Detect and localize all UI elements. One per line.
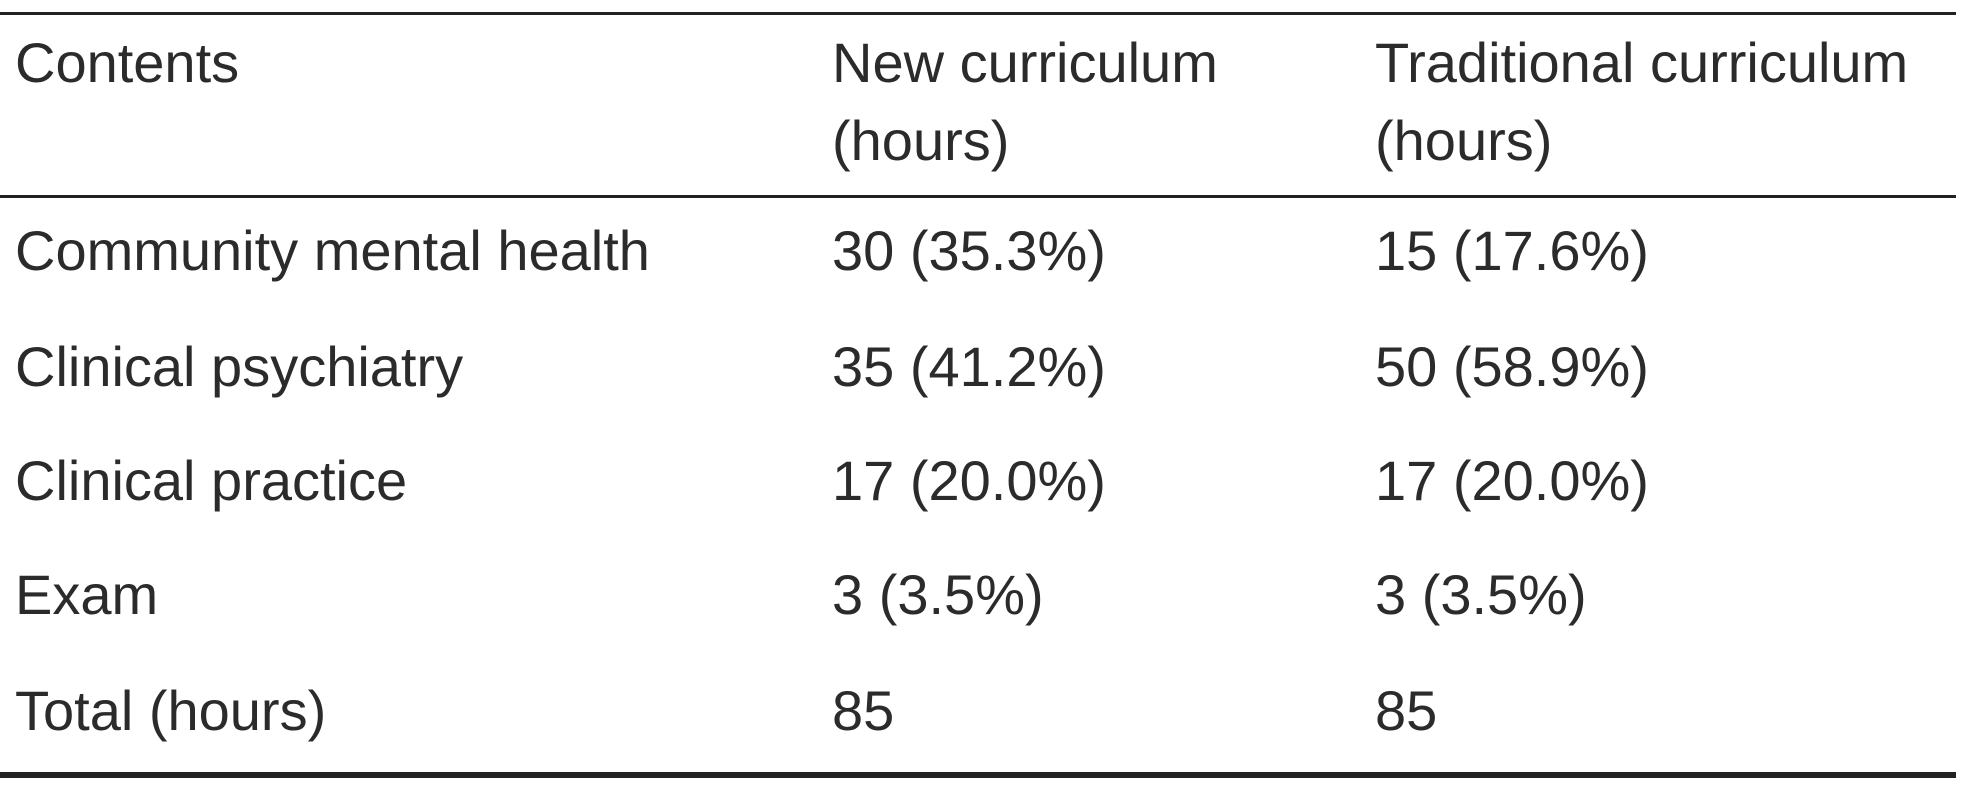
header-cell: (hours)	[1375, 109, 1553, 172]
table-cell: 3 (3.5%)	[832, 563, 1044, 626]
table-cell: 17 (20.0%)	[832, 449, 1106, 512]
header-cell: Contents	[15, 31, 240, 94]
header-cell: (hours)	[832, 109, 1010, 172]
table-cell: 50 (58.9%)	[1375, 335, 1649, 398]
header-cell: New curriculum	[832, 31, 1218, 94]
row-label: Clinical psychiatry	[15, 335, 464, 398]
header-rule	[0, 195, 1956, 198]
header-cell: Traditional curriculum	[1375, 31, 1909, 94]
row-label: Clinical practice	[15, 449, 408, 512]
table-cell: 85	[1375, 679, 1438, 742]
row-label: Community mental health	[15, 219, 650, 282]
row-label: Exam	[15, 563, 159, 626]
top-rule	[0, 12, 1956, 15]
table-cell: 85	[832, 679, 895, 742]
row-label: Total (hours)	[15, 679, 327, 742]
table-cell: 3 (3.5%)	[1375, 563, 1587, 626]
table-cell: 30 (35.3%)	[832, 219, 1106, 282]
table-cell: 35 (41.2%)	[832, 335, 1106, 398]
bottom-rule	[0, 772, 1956, 778]
table-cell: 17 (20.0%)	[1375, 449, 1649, 512]
table-cell: 15 (17.6%)	[1375, 219, 1649, 282]
